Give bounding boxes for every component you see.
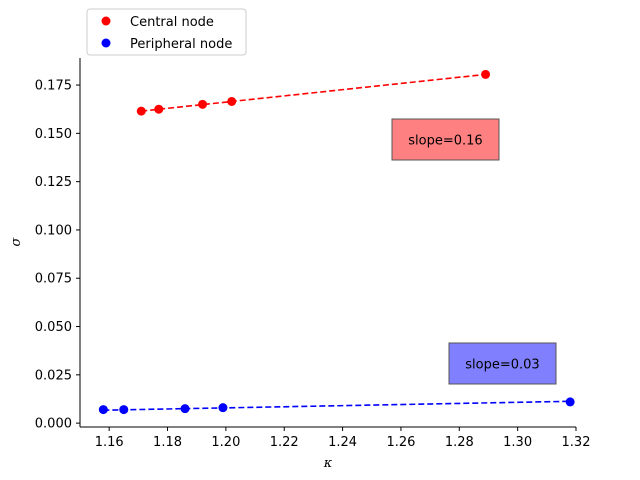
data-point-series-0 <box>136 106 146 116</box>
data-points <box>98 69 575 415</box>
x-tick-label: 1.30 <box>503 435 532 450</box>
data-point-series-1 <box>565 397 575 407</box>
x-tick-label: 1.16 <box>95 435 124 450</box>
x-axis-label: κ <box>323 456 333 471</box>
x-tick-label: 1.20 <box>211 435 240 450</box>
data-point-series-0 <box>481 69 491 79</box>
y-tick-label: 0.100 <box>35 223 72 238</box>
y-tick-label: 0.050 <box>35 320 72 335</box>
y-tick-label: 0.125 <box>35 175 72 190</box>
x-tick-label: 1.28 <box>445 435 474 450</box>
legend-label: Central node <box>130 15 214 30</box>
data-point-series-1 <box>180 404 190 414</box>
y-ticks: 0.000 0.025 0.050 0.075 0.100 0.125 0.150 0.175 <box>35 79 80 432</box>
x-tick-label: 1.18 <box>153 435 182 450</box>
axes <box>79 58 576 428</box>
x-tick-label: 1.22 <box>270 435 299 450</box>
y-tick-label: 0.025 <box>35 368 72 383</box>
slope-annotations: slope=0.16 slope=0.03 <box>391 118 557 385</box>
legend-marker <box>101 38 111 48</box>
x-tick-label: 1.24 <box>328 435 357 450</box>
y-tick-label: 0.075 <box>35 272 72 287</box>
slope-annotation-box <box>391 118 500 161</box>
data-point-series-0 <box>154 104 164 114</box>
y-tick-label: 0.000 <box>35 417 72 432</box>
slope-annotation-box <box>448 342 557 385</box>
legend-marker <box>101 16 111 26</box>
x-ticks: 1.16 1.18 1.20 1.22 1.24 1.26 1.28 1.30 1.32 <box>95 427 591 450</box>
slope-annotation-text: slope=0.16 <box>408 134 482 149</box>
fit-line-series-0 <box>141 73 486 112</box>
y-axis-label: σ <box>9 236 24 246</box>
data-point-series-1 <box>98 405 108 415</box>
y-tick-label: 0.150 <box>35 127 72 142</box>
legend: Central node Peripheral node <box>86 8 247 56</box>
data-point-series-0 <box>227 96 237 106</box>
fit-line-series-1 <box>103 400 571 411</box>
data-point-series-1 <box>218 403 228 413</box>
legend-frame <box>86 8 247 56</box>
x-tick-label: 1.32 <box>562 435 591 450</box>
data-point-series-0 <box>198 99 208 109</box>
legend-label: Peripheral node <box>130 37 232 52</box>
data-point-series-1 <box>119 405 129 415</box>
x-tick-label: 1.26 <box>386 435 415 450</box>
y-tick-label: 0.175 <box>35 79 72 94</box>
slope-annotation-text: slope=0.03 <box>465 358 539 373</box>
